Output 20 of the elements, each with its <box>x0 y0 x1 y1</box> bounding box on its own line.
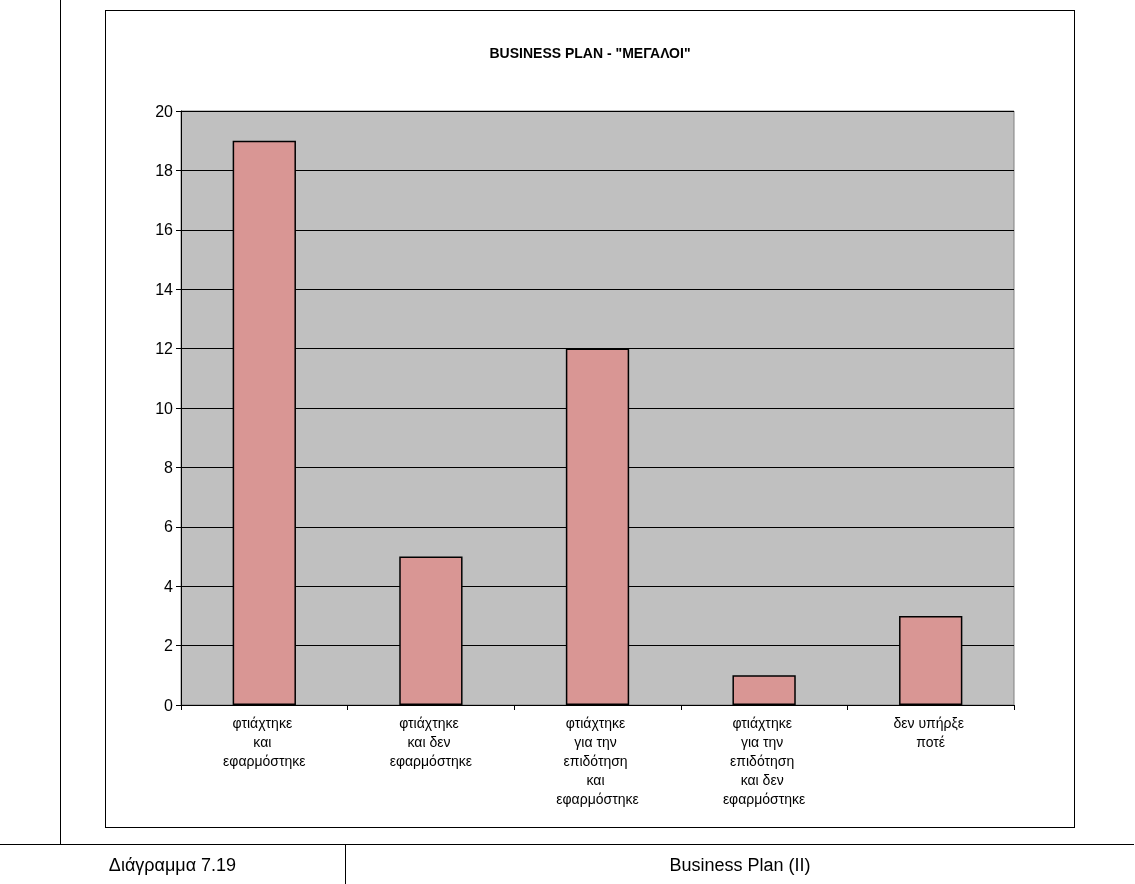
y-tick-label: 8 <box>164 458 174 476</box>
y-tick-label: 18 <box>155 161 174 179</box>
bar <box>732 675 796 705</box>
x-tick-label: φτιάχτηκε για την επιδότηση και εφαρμόστηκε <box>556 714 639 807</box>
y-tick-label: 10 <box>155 399 174 417</box>
y-tick-label: 0 <box>164 696 174 714</box>
y-tick-label: 2 <box>164 637 174 655</box>
x-tick-label: δεν υπήρξε ποτέ <box>893 714 968 750</box>
y-tick-label: 14 <box>155 280 174 298</box>
y-tick-label: 20 <box>155 102 174 120</box>
x-tick-label: φτιάχτηκε και εφαρμόστηκε <box>223 714 306 769</box>
y-tick-label: 6 <box>164 518 174 536</box>
y-tick-label: 16 <box>155 221 174 239</box>
text: Διάγραμμα 7.19 <box>0 845 346 884</box>
x-tick-label: φτιάχτηκε για την επιδότηση και δεν εφαρμόστηκε <box>722 714 806 807</box>
text: Business Plan (II) <box>668 853 812 877</box>
y-tick-label: 4 <box>164 577 174 595</box>
y-tick-label: 12 <box>155 340 174 358</box>
chart-title: BUSINESS PLAN - "ΜΕΓΑΛΟΙ" <box>489 45 691 61</box>
x-tick-label: φτιάχτηκε και δεν εφαρμόστηκε <box>389 714 473 769</box>
